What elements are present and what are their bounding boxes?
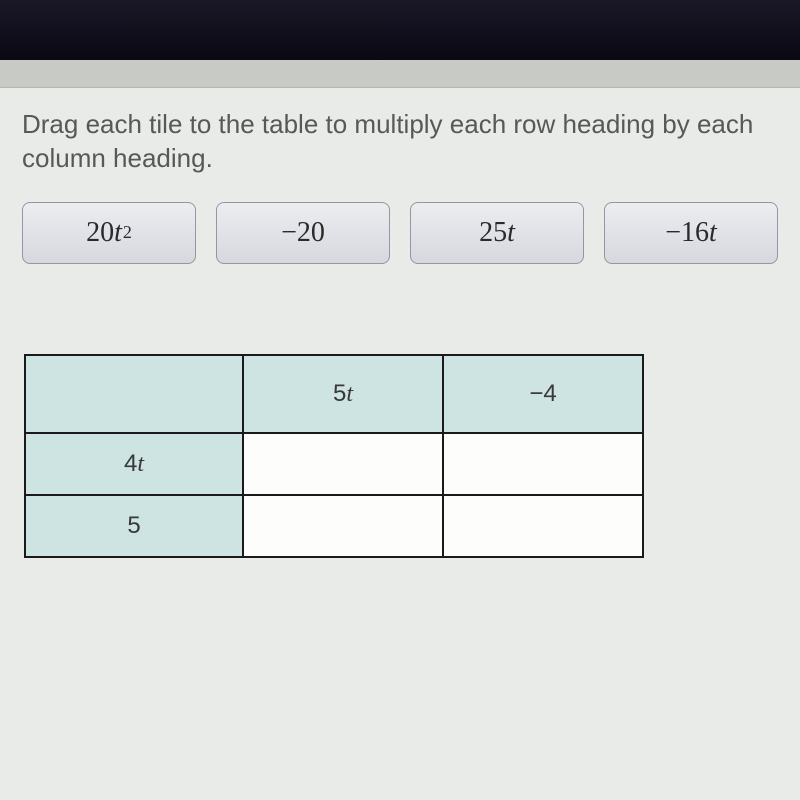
window-titlebar bbox=[0, 0, 800, 60]
tile-neg20[interactable]: −20 bbox=[216, 202, 390, 264]
tiles-row: 20t2 −20 25t −16t bbox=[22, 202, 778, 264]
instruction-text: Drag each tile to the table to multiply … bbox=[22, 108, 778, 176]
toolbar-strip bbox=[0, 60, 800, 88]
col-header-5t: 5t bbox=[243, 355, 443, 433]
row-header-5: 5 bbox=[25, 495, 243, 557]
drop-cell-4t-neg4[interactable] bbox=[443, 433, 643, 495]
drop-cell-5-neg4[interactable] bbox=[443, 495, 643, 557]
tile-20t2[interactable]: 20t2 bbox=[22, 202, 196, 264]
drop-cell-4t-5t[interactable] bbox=[243, 433, 443, 495]
row-header-4t: 4t bbox=[25, 433, 243, 495]
tile-25t[interactable]: 25t bbox=[410, 202, 584, 264]
drop-cell-5-5t[interactable] bbox=[243, 495, 443, 557]
table-corner bbox=[25, 355, 243, 433]
multiplication-table: 5t −4 4t 5 bbox=[24, 354, 778, 558]
exercise-panel: Drag each tile to the table to multiply … bbox=[0, 88, 800, 578]
col-header-neg4: −4 bbox=[443, 355, 643, 433]
tile-neg16t[interactable]: −16t bbox=[604, 202, 778, 264]
